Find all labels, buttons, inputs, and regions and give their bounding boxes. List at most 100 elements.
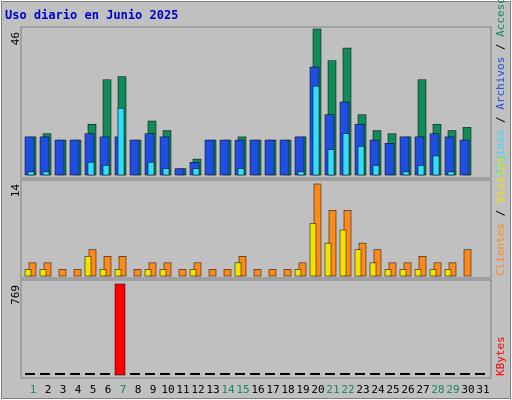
bar-kbytes-day-19 xyxy=(295,373,305,375)
x-tick-day-26: 26 xyxy=(401,383,414,396)
bar-kbytes-day-31 xyxy=(475,373,485,375)
bar-kbytes-day-4 xyxy=(70,373,80,375)
x-tick-day-5: 5 xyxy=(90,383,97,396)
bar-kbytes-day-12 xyxy=(190,373,200,375)
bar-visitas-day-19 xyxy=(294,269,302,277)
x-tick-day-3: 3 xyxy=(60,383,67,396)
bar-clientes-day-3 xyxy=(58,269,67,277)
legend-visits: Clientes / Visitas xyxy=(494,157,507,276)
legend-visits-2: Visitas xyxy=(494,157,507,203)
bar-archivos-day-25 xyxy=(384,143,395,176)
x-tick-day-7: 7 xyxy=(120,383,127,396)
bars-layer xyxy=(24,28,485,376)
bar-visitas-day-7 xyxy=(114,269,122,277)
bar-paginas-day-9 xyxy=(147,162,155,176)
x-tick-day-1: 1 xyxy=(30,383,37,396)
x-tick-day-21: 21 xyxy=(326,383,339,396)
bar-visitas-day-12 xyxy=(189,269,197,277)
bar-visitas-day-29 xyxy=(444,269,452,277)
bar-visitas-day-6 xyxy=(99,269,107,277)
x-tick-day-28: 28 xyxy=(431,383,444,396)
legend-visits-0: Clientes xyxy=(494,223,507,276)
x-tick-day-23: 23 xyxy=(356,383,369,396)
bar-kbytes-day-25 xyxy=(385,373,395,375)
bar-clientes-day-14 xyxy=(223,269,232,277)
bar-clientes-day-7 xyxy=(118,256,127,277)
bar-visitas-day-24 xyxy=(369,262,377,277)
x-tick-day-12: 12 xyxy=(191,383,204,396)
x-tick-day-24: 24 xyxy=(371,383,385,396)
x-tick-day-22: 22 xyxy=(341,383,354,396)
bar-kbytes-day-5 xyxy=(85,373,95,375)
bar-clientes-day-27 xyxy=(418,256,427,277)
bar-kbytes-day-27 xyxy=(415,373,425,375)
bar-visitas-day-21 xyxy=(324,242,332,277)
bar-paginas-day-15 xyxy=(237,168,245,176)
bar-visitas-day-25 xyxy=(384,269,392,277)
bar-visitas-day-20 xyxy=(309,223,317,277)
bar-paginas-day-6 xyxy=(102,165,110,176)
x-tick-day-29: 29 xyxy=(446,383,459,396)
x-tick-day-9: 9 xyxy=(150,383,157,396)
bar-visitas-day-15 xyxy=(234,262,242,277)
bar-clientes-day-8 xyxy=(133,269,142,277)
bar-kbytes-day-20 xyxy=(310,373,320,375)
bar-visitas-day-5 xyxy=(84,256,92,277)
bar-kbytes-day-18 xyxy=(280,373,290,375)
bar-archivos-day-29 xyxy=(444,136,455,176)
bar-clientes-day-18 xyxy=(283,269,292,277)
x-tick-day-17: 17 xyxy=(266,383,279,396)
bar-kbytes-day-28 xyxy=(430,373,440,375)
bar-kbytes-day-13 xyxy=(205,373,215,375)
bar-kbytes-day-26 xyxy=(400,373,410,375)
bar-kbytes-day-1 xyxy=(25,373,35,375)
bar-kbytes-day-9 xyxy=(145,373,155,375)
bar-paginas-day-20 xyxy=(312,85,320,176)
bar-archivos-day-17 xyxy=(264,139,275,176)
bar-kbytes-day-6 xyxy=(100,373,110,375)
bar-archivos-day-3 xyxy=(54,139,65,176)
bar-kbytes-day-29 xyxy=(445,373,455,375)
bar-archivos-day-4 xyxy=(69,139,80,176)
bar-visitas-day-28 xyxy=(429,269,437,277)
legend-hits-3: / xyxy=(494,37,507,57)
bar-kbytes-day-8 xyxy=(130,373,140,375)
x-tick-day-13: 13 xyxy=(206,383,219,396)
x-tick-day-14: 14 xyxy=(221,383,235,396)
bar-clientes-day-4 xyxy=(73,269,82,277)
bar-clientes-day-11 xyxy=(178,269,187,277)
hits-ymax-label: 46 xyxy=(9,32,22,45)
bar-kbytes-day-17 xyxy=(265,373,275,375)
bar-clientes-day-30 xyxy=(463,249,472,277)
bar-archivos-day-2 xyxy=(39,136,50,176)
x-tick-day-10: 10 xyxy=(161,383,174,396)
bar-kbytes-day-2 xyxy=(40,373,50,375)
bar-kbytes-day-14 xyxy=(220,373,230,375)
bar-paginas-day-2 xyxy=(42,171,50,176)
panel-kbytes xyxy=(20,279,492,379)
legend-hits: Páginas / Archivos / Accesos xyxy=(494,0,507,176)
x-tick-day-18: 18 xyxy=(281,383,294,396)
bar-kbytes-day-30 xyxy=(460,373,470,375)
bar-archivos-day-19 xyxy=(294,136,305,176)
x-tick-day-6: 6 xyxy=(105,383,112,396)
kbytes-ymax-label: 769 xyxy=(9,285,22,305)
legend-visits-1: / xyxy=(494,203,507,223)
bar-kbytes-day-22 xyxy=(340,373,350,375)
bar-paginas-day-12 xyxy=(192,168,200,176)
bar-paginas-day-24 xyxy=(372,165,380,176)
bar-visitas-day-26 xyxy=(399,269,407,277)
bar-archivos-day-30 xyxy=(459,139,470,176)
bar-paginas-day-27 xyxy=(417,165,425,176)
x-tick-day-20: 20 xyxy=(311,383,324,396)
x-tick-day-30: 30 xyxy=(461,383,474,396)
bar-kbytes-day-21 xyxy=(325,373,335,375)
chart-title: Uso diario en Junio 2025 xyxy=(5,8,178,22)
bar-archivos-day-26 xyxy=(399,136,410,176)
bar-paginas-day-21 xyxy=(327,149,335,176)
bar-paginas-day-22 xyxy=(342,133,350,176)
bar-paginas-day-29 xyxy=(447,171,455,176)
bar-paginas-day-23 xyxy=(357,146,365,176)
